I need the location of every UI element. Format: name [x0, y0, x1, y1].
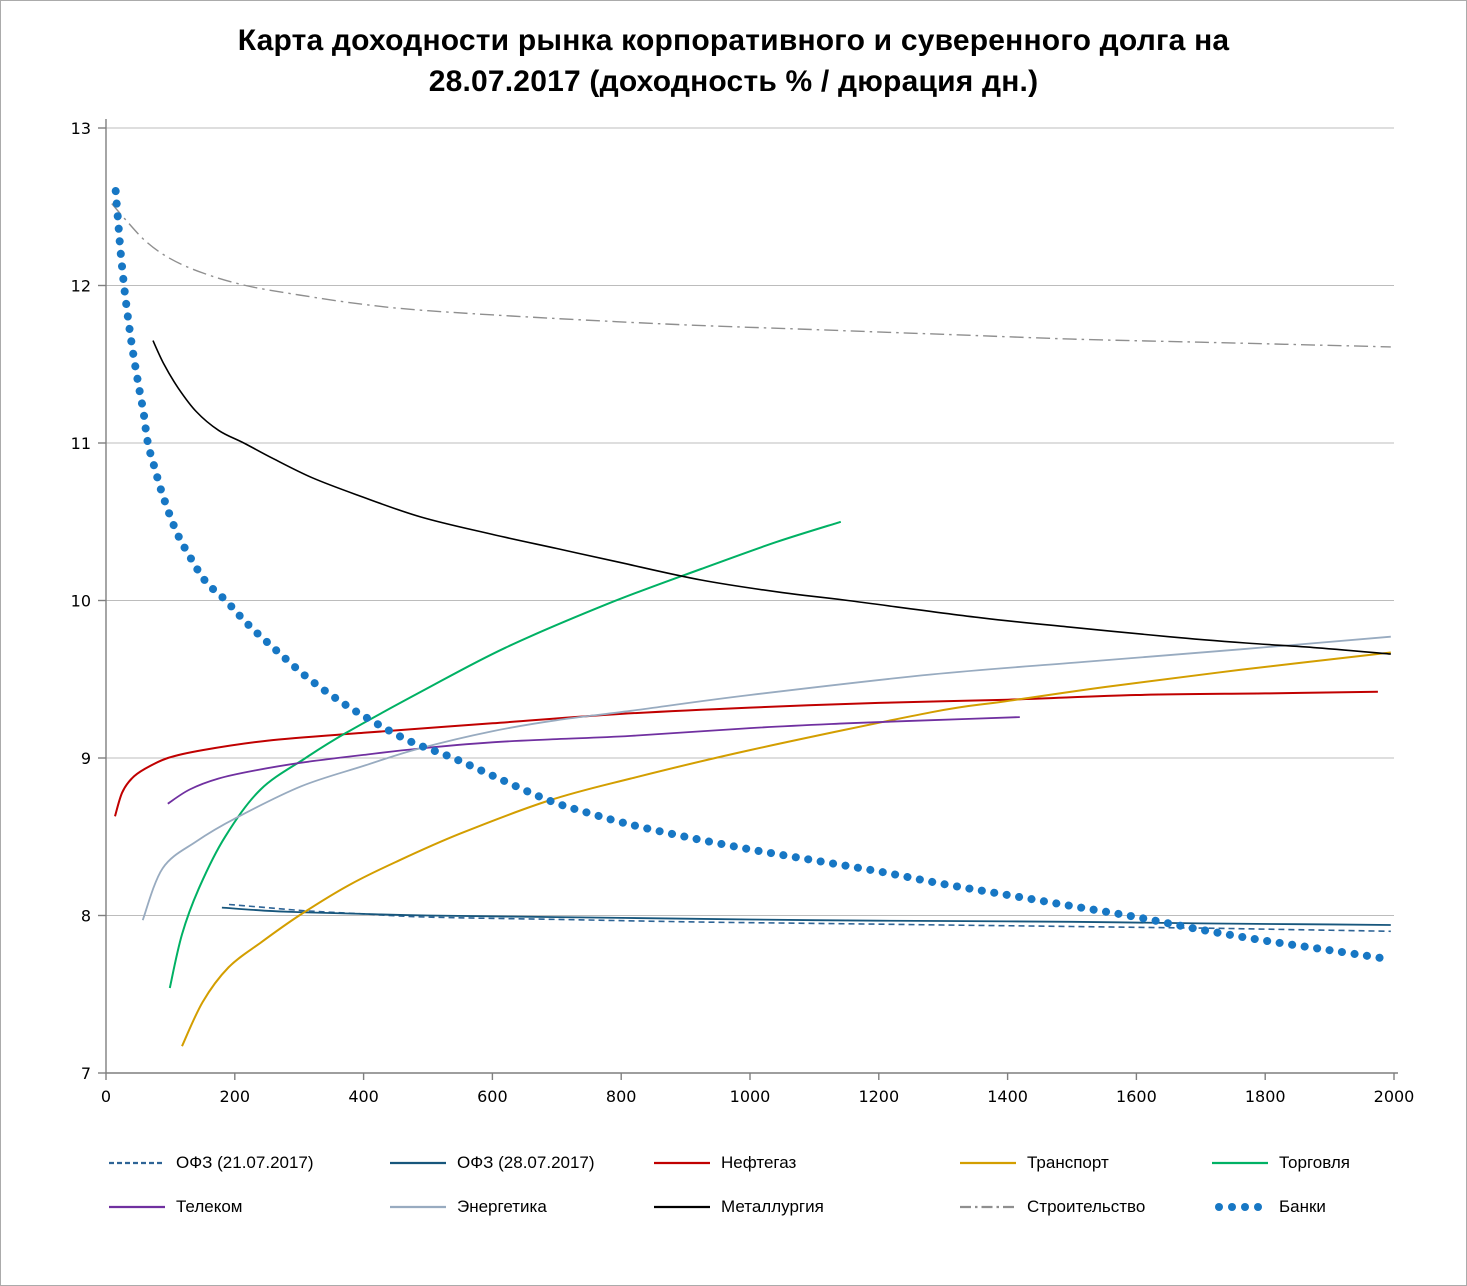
- chart-title: Карта доходности рынка корпоративного и …: [1, 21, 1466, 102]
- legend-row-2: Телеком Энергетика Металлургия Строительств…: [1, 1185, 1466, 1229]
- legend: ОФЗ (21.07.2017) ОФЗ (28.07.2017) Нефтегаз…: [1, 1141, 1466, 1229]
- series-neftegaz-line: [114, 690, 1378, 817]
- legend-marker-energetika: [390, 1205, 446, 1209]
- legend-sample-transport: [959, 1155, 1017, 1171]
- legend-sample-ofz-21: [108, 1155, 166, 1171]
- legend-item-torgovlya: Торговля: [1211, 1153, 1466, 1173]
- x-tick-label: 1800: [1245, 1087, 1286, 1106]
- legend-label-ofz-21: ОФЗ (21.07.2017): [176, 1153, 314, 1172]
- legend-item-ofz-21: ОФЗ (21.07.2017): [108, 1153, 389, 1173]
- legend-label-energetika: Энергетика: [457, 1197, 547, 1216]
- legend-sample-energetika: [389, 1199, 447, 1215]
- y-tick-label: 12: [71, 277, 91, 296]
- series-banki-line: [111, 187, 1386, 962]
- legend-sample-ofz-28: [389, 1155, 447, 1171]
- legend-sample-telekom: [108, 1199, 166, 1215]
- y-tick-label: 11: [71, 434, 91, 453]
- x-tick-label: 2000: [1374, 1087, 1415, 1106]
- x-tick-label: 1000: [730, 1087, 771, 1106]
- legend-marker-torgovlya: [1212, 1161, 1268, 1165]
- legend-item-telekom: Телеком: [108, 1197, 389, 1217]
- series-stroitelstvo-line: [111, 203, 1391, 348]
- legend-item-neftegaz: Нефтегаз: [653, 1153, 959, 1173]
- legend-marker-stroitelstvo: [960, 1205, 1016, 1209]
- x-tick-label: 400: [348, 1087, 379, 1106]
- y-tick-label: 9: [81, 749, 91, 768]
- series-ofz-21-line: [228, 903, 1391, 933]
- plot-area: 7 8 9 10 11 12 13 0 200 400 600 800 1000 1200 1400 1600…: [1, 1, 1466, 1131]
- legend-marker-neftegaz: [654, 1161, 710, 1165]
- legend-label-stroitelstvo: Строительство: [1027, 1197, 1146, 1216]
- chart-title-line1: Карта доходности рынка корпоративного и …: [237, 24, 1230, 57]
- legend-marker-ofz-21: [109, 1161, 165, 1165]
- series-telekom-line: [167, 716, 1020, 805]
- x-tick-label: 0: [101, 1087, 111, 1106]
- series-metallurgiya-line: [152, 340, 1391, 655]
- x-tick-label: 1600: [1116, 1087, 1157, 1106]
- chart-title-line2: 28.07.2017 (доходность % / дюрация дн.): [428, 64, 1039, 98]
- y-tick-label: 8: [81, 907, 91, 926]
- series-torgovlya-line: [168, 520, 842, 989]
- x-tick-label: 200: [220, 1087, 251, 1106]
- y-tick-label: 10: [71, 592, 91, 611]
- x-tick-label: 600: [477, 1087, 508, 1106]
- legend-item-energetika: Энергетика: [389, 1197, 653, 1217]
- legend-label-ofz-28: ОФЗ (28.07.2017): [457, 1153, 595, 1172]
- legend-item-metallurgiya: Металлургия: [653, 1197, 959, 1217]
- legend-item-stroitelstvo: Строительство: [959, 1197, 1211, 1217]
- legend-sample-stroitelstvo: [959, 1199, 1017, 1215]
- legend-marker-ofz-28: [390, 1161, 446, 1165]
- legend-label-telekom: Телеком: [176, 1197, 243, 1216]
- legend-label-banki: Банки: [1279, 1197, 1326, 1216]
- legend-item-transport: Транспорт: [959, 1153, 1211, 1173]
- legend-row-1: ОФЗ (21.07.2017) ОФЗ (28.07.2017) Нефтегаз…: [1, 1141, 1466, 1185]
- legend-sample-metallurgiya: [653, 1199, 711, 1215]
- legend-item-ofz-28: ОФЗ (28.07.2017): [389, 1153, 653, 1173]
- legend-sample-torgovlya: [1211, 1155, 1269, 1171]
- series-energetika-line: [141, 635, 1391, 921]
- legend-marker-telekom: [109, 1205, 165, 1209]
- legend-sample-banki: [1211, 1199, 1269, 1215]
- y-tick-label: 7: [81, 1064, 91, 1083]
- legend-label-torgovlya: Торговля: [1279, 1153, 1351, 1172]
- chart-svg: 7 8 9 10 11 12 13 0 200 400 600 800 1000 1200 1400 1600…: [71, 119, 1415, 1106]
- legend-marker-metallurgiya: [654, 1205, 710, 1209]
- x-tick-label: 1400: [987, 1087, 1028, 1106]
- legend-label-transport: Транспорт: [1027, 1153, 1109, 1172]
- x-tick-label: 800: [606, 1087, 637, 1106]
- legend-marker-banki: [1215, 1203, 1262, 1211]
- x-tick-label: 1200: [858, 1087, 899, 1106]
- legend-item-banki: Банки: [1211, 1197, 1466, 1217]
- legend-label-metallurgiya: Металлургия: [721, 1197, 824, 1216]
- y-tick-label: 13: [71, 119, 91, 138]
- legend-marker-transport: [960, 1161, 1016, 1165]
- legend-sample-neftegaz: [653, 1155, 711, 1171]
- series-ofz-28-line: [221, 906, 1391, 926]
- series-transport-line: [181, 651, 1391, 1047]
- legend-label-neftegaz: Нефтегаз: [721, 1153, 797, 1172]
